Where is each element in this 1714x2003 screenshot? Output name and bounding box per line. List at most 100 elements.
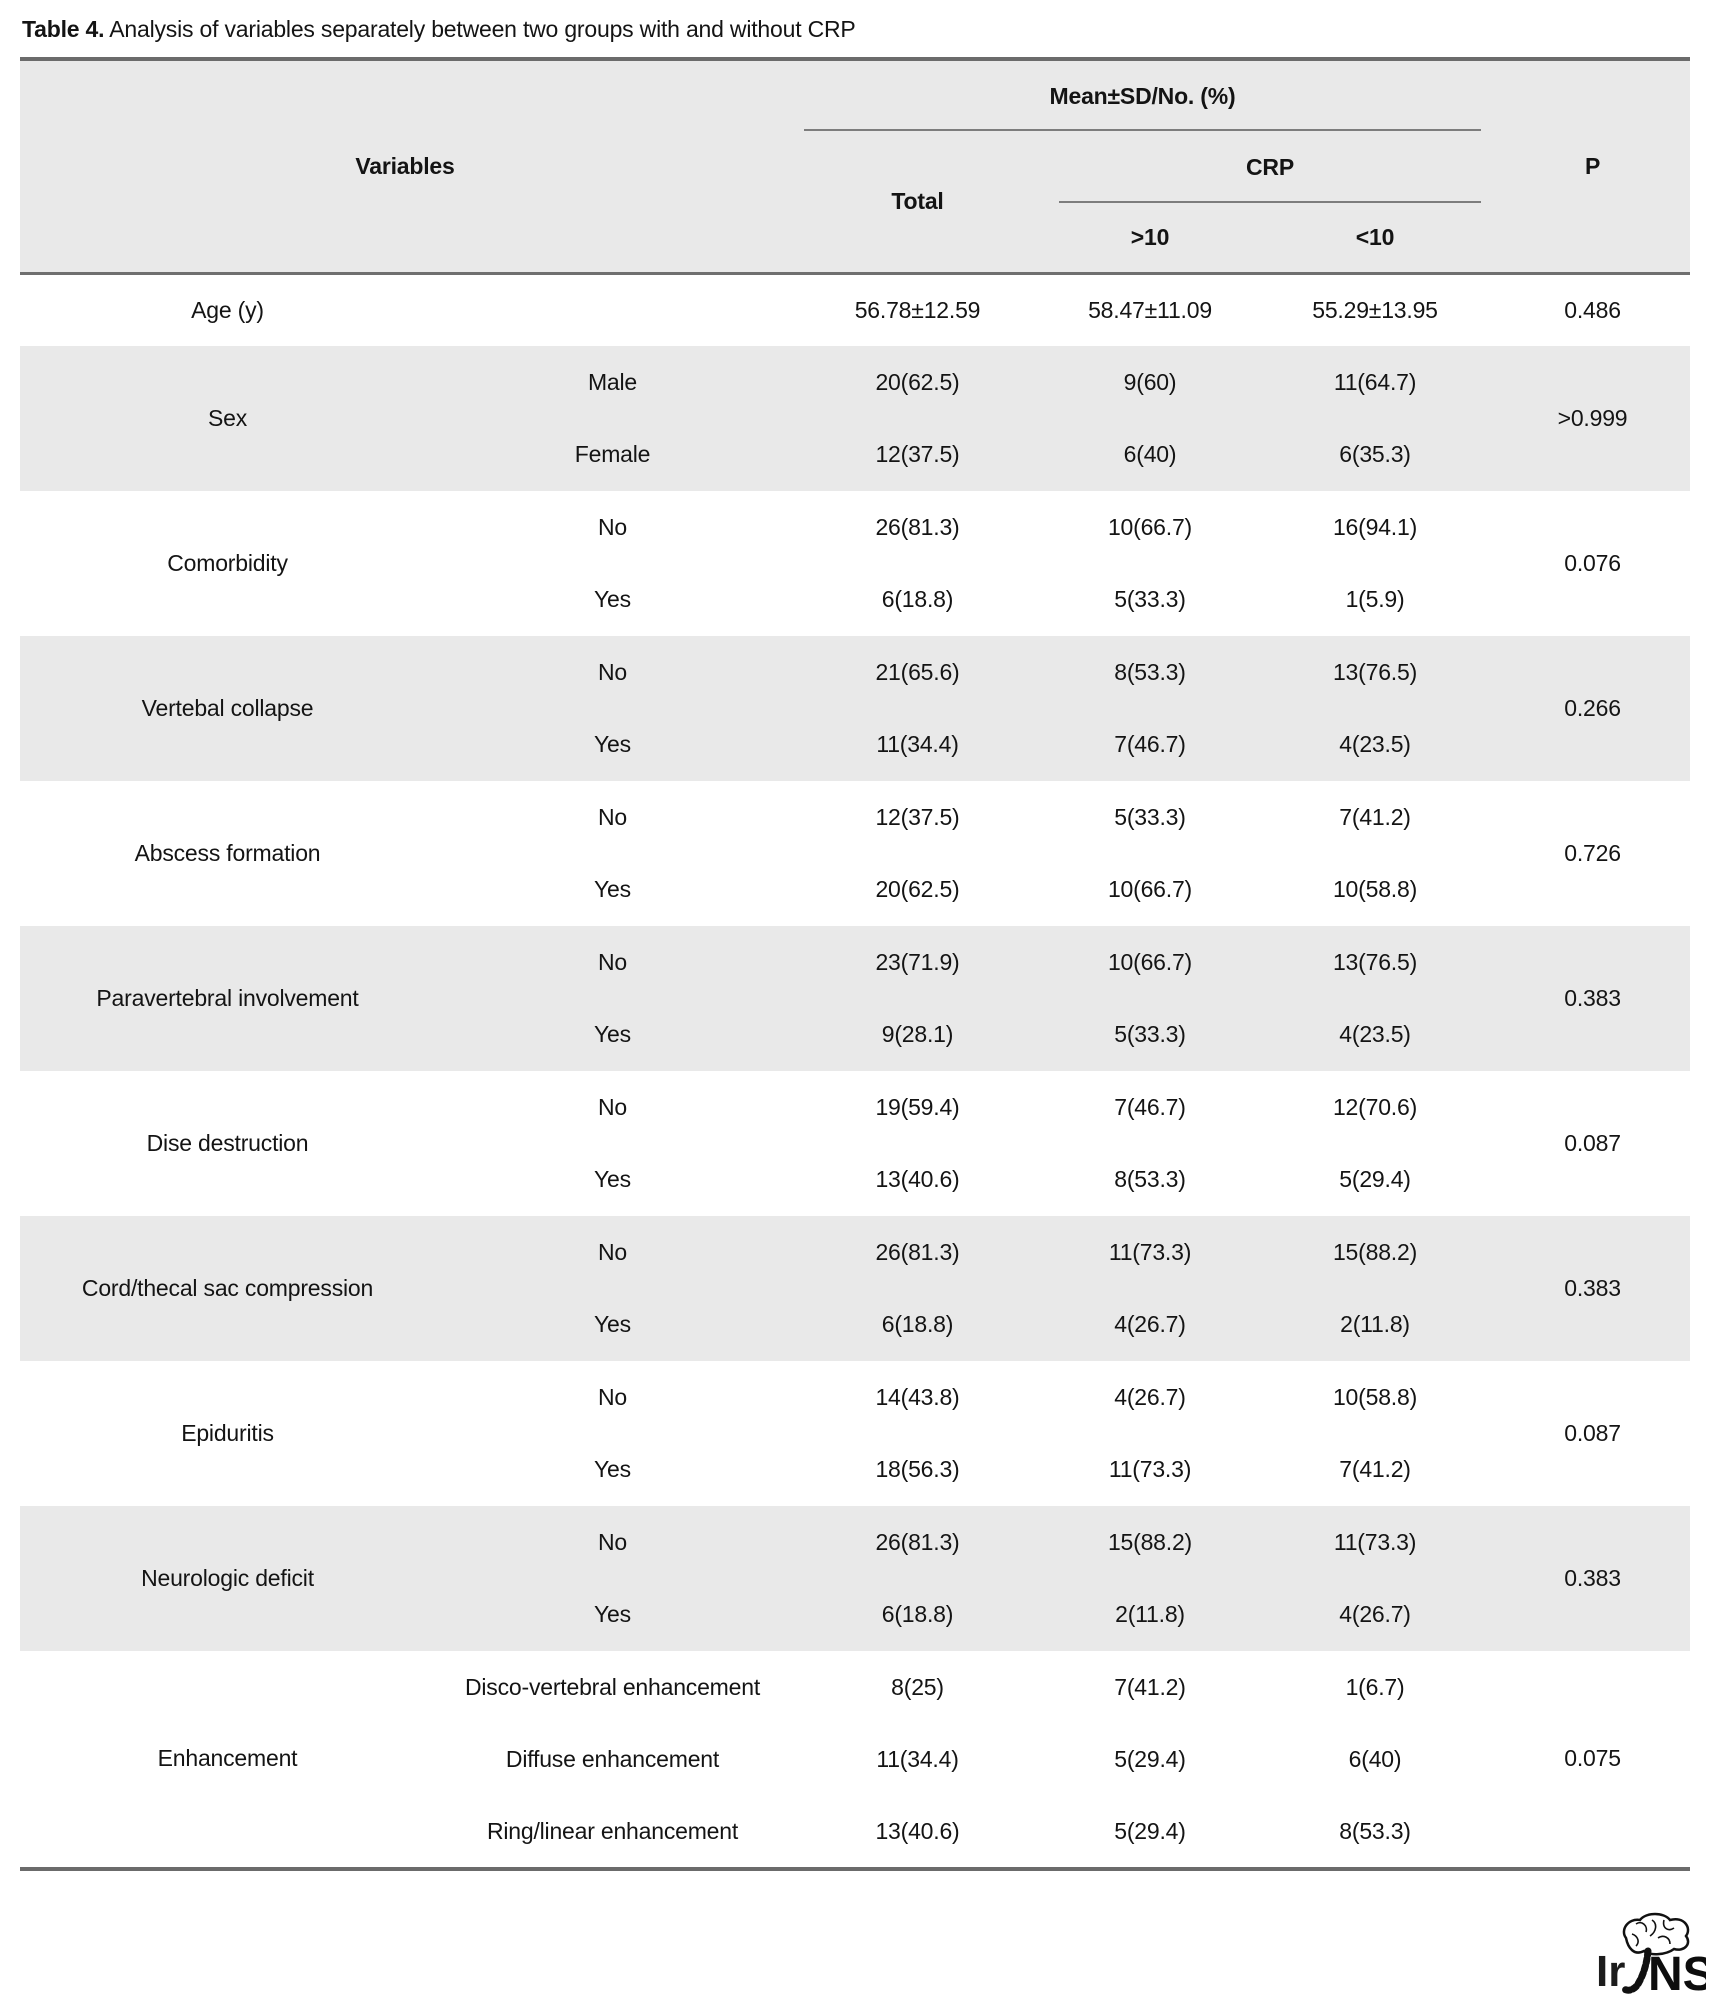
gt10-cell: 4(26.7)	[1114, 1311, 1186, 1338]
header-mean-sd-label: Mean±SD/No. (%)	[1049, 82, 1236, 109]
lt10-cell: 4(23.5)	[1339, 1021, 1411, 1048]
category-cell: No	[597, 948, 627, 975]
table-row: Dise destruction No 19(59.4) 7(46.7) 12(…	[20, 1071, 1690, 1156]
category-cell: No	[597, 1383, 627, 1410]
p-cell: 0.266	[1564, 695, 1621, 721]
total-cell: 23(71.9)	[875, 948, 960, 975]
gt10-cell: 4(26.7)	[1114, 1383, 1186, 1410]
table-row: Epiduritis No 14(43.8) 4(26.7) 10(58.8) …	[20, 1361, 1690, 1446]
table-row: Female 12(37.5) 6(40) 6(35.3)	[20, 419, 1690, 492]
header-mean-sd: Mean±SD/No. (%)	[790, 59, 1495, 131]
category-cell: Yes	[594, 1601, 631, 1628]
gt10-cell: 10(66.7)	[1107, 513, 1193, 540]
lt10-cell: 1(6.7)	[1345, 1673, 1405, 1700]
category-cell: Female	[574, 441, 651, 468]
table-row: Sex Male 20(62.5) 9(60) 11(64.7) >0.999	[20, 346, 1690, 431]
lt10-cell: 13(76.5)	[1332, 658, 1418, 685]
lt10-cell: 6(40)	[1348, 1746, 1402, 1773]
category-cell: Yes	[594, 1456, 631, 1483]
variable-cell: Abscess formation	[134, 840, 321, 866]
header-p: P	[1584, 152, 1601, 179]
lt10-cell: 16(94.1)	[1332, 513, 1418, 540]
table-row: Yes 9(28.1) 5(33.3) 4(23.5)	[20, 999, 1690, 1072]
group-enhancement: Enhancement Disco-vertebral enhancement …	[20, 1651, 1690, 1869]
total-cell: 20(62.5)	[875, 368, 960, 395]
total-cell: 12(37.5)	[875, 441, 960, 468]
gt10-cell: 7(41.2)	[1114, 1673, 1186, 1700]
total-cell: 6(18.8)	[881, 1311, 954, 1338]
p-cell: 0.075	[1564, 1745, 1621, 1772]
table-row: Age (y) 56.78±12.59 58.47±11.09 55.29±13…	[20, 273, 1690, 346]
table-row: Ring/linear enhancement 13(40.6) 5(29.4)…	[20, 1796, 1690, 1869]
gt10-cell: 5(29.4)	[1114, 1746, 1186, 1773]
total-cell: 26(81.3)	[875, 1238, 960, 1265]
gt10-cell: 5(29.4)	[1114, 1817, 1186, 1844]
group-neurologic-deficit: Neurologic deficit No 26(81.3) 15(88.2) …	[20, 1506, 1691, 1652]
header-crp-label: CRP	[1246, 153, 1294, 180]
category-cell: Ring/linear enhancement	[486, 1817, 739, 1844]
gt10-cell: 5(33.3)	[1114, 586, 1186, 613]
table-row: Yes 20(62.5) 10(66.7) 10(58.8)	[20, 854, 1690, 927]
lt10-cell: 2(11.8)	[1340, 1311, 1410, 1338]
category-cell: No	[597, 658, 627, 685]
category-cell: Yes	[594, 586, 631, 613]
category-cell: Yes	[594, 1021, 631, 1048]
category-cell: Yes	[594, 731, 631, 758]
table-caption: Table 4. Analysis of variables separatel…	[0, 0, 1714, 57]
category-cell: Diffuse enhancement	[505, 1746, 720, 1773]
category-cell: No	[597, 1528, 627, 1555]
gt10-cell: 10(66.7)	[1107, 876, 1193, 903]
header-lt10: <10	[1355, 223, 1395, 250]
variable-cell: Epiduritis	[181, 1420, 274, 1446]
gt10-cell: 8(53.3)	[1114, 1166, 1186, 1193]
table-row: Vertebal collapse No 21(65.6) 8(53.3) 13…	[20, 636, 1690, 721]
variable-cell: Paravertebral involvement	[96, 985, 359, 1011]
lt10-cell: 6(35.3)	[1339, 441, 1411, 468]
p-cell: 0.383	[1564, 1275, 1621, 1301]
table-row: Yes 6(18.8) 5(33.3) 1(5.9)	[20, 564, 1690, 637]
p-cell: 0.383	[1564, 985, 1621, 1011]
table-row: Enhancement Disco-vertebral enhancement …	[20, 1651, 1690, 1772]
gt10-cell: 10(66.7)	[1107, 948, 1193, 975]
variable-cell: Neurologic deficit	[141, 1565, 314, 1591]
lt10-cell: 5(29.4)	[1339, 1166, 1411, 1193]
total-cell: 21(65.6)	[875, 658, 960, 685]
variable-cell: Comorbidity	[167, 550, 288, 576]
p-cell: 0.383	[1564, 1565, 1621, 1591]
header-variables: Variables	[355, 152, 455, 179]
header-total: Total	[891, 187, 944, 214]
gt10-cell: 2(11.8)	[1115, 1601, 1185, 1628]
gt10-cell: 9(60)	[1123, 368, 1177, 395]
total-cell: 19(59.4)	[875, 1093, 960, 1120]
lt10-cell: 55.29±13.95	[1312, 296, 1438, 323]
total-cell: 11(34.4)	[876, 1746, 959, 1773]
table-row: Yes 6(18.8) 2(11.8) 4(26.7)	[20, 1579, 1690, 1652]
table-row: Diffuse enhancement 11(34.4) 5(29.4) 6(4…	[20, 1724, 1690, 1797]
variable-cell: Dise destruction	[146, 1130, 309, 1156]
total-cell: 20(62.5)	[875, 876, 960, 903]
total-cell: 56.78±12.59	[854, 296, 981, 323]
group-vertebal-collapse: Vertebal collapse No 21(65.6) 8(53.3) 13…	[20, 636, 1691, 782]
gt10-cell: 5(33.3)	[1114, 1021, 1186, 1048]
gt10-cell: 7(46.7)	[1114, 1093, 1186, 1120]
group-age: Age (y) 56.78±12.59 58.47±11.09 55.29±13…	[20, 273, 1690, 346]
category-cell: No	[597, 1238, 627, 1265]
p-cell: >0.999	[1557, 405, 1628, 431]
total-cell: 6(18.8)	[881, 1601, 954, 1628]
total-cell: 26(81.3)	[875, 1528, 960, 1555]
table-row: Yes 11(34.4) 7(46.7) 4(23.5)	[20, 709, 1690, 782]
variable-cell: Sex	[207, 405, 248, 431]
lt10-cell: 4(23.5)	[1339, 731, 1411, 758]
lt10-cell: 10(58.8)	[1332, 1383, 1418, 1410]
table-row: Cord/thecal sac compression No 26(81.3) …	[20, 1216, 1690, 1301]
total-cell: 6(18.8)	[881, 586, 954, 613]
table-row: Yes 6(18.8) 4(26.7) 2(11.8)	[20, 1289, 1690, 1362]
category-cell: Yes	[594, 876, 631, 903]
category-cell: Yes	[594, 1311, 631, 1338]
group-cord-thecal-sac-compression: Cord/thecal sac compression No 26(81.3) …	[20, 1216, 1691, 1362]
p-cell: 0.087	[1564, 1130, 1621, 1156]
gt10-cell: 6(40)	[1123, 441, 1177, 468]
category-cell: No	[597, 1093, 627, 1120]
variable-cell: Age (y)	[191, 296, 264, 323]
lt10-cell: 1(5.9)	[1345, 586, 1405, 613]
